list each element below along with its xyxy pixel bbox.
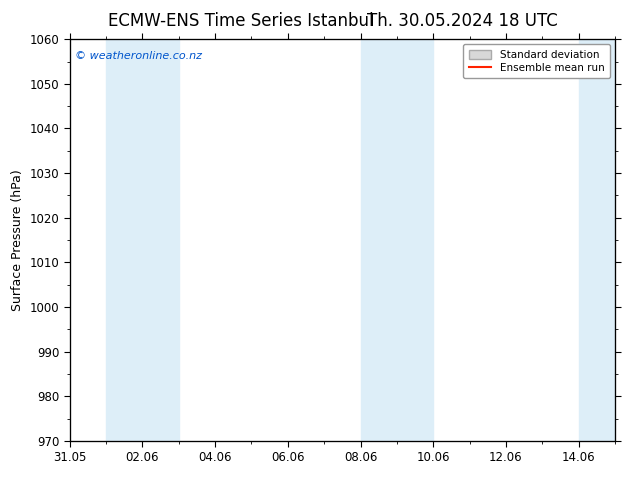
Text: ECMW-ENS Time Series Istanbul: ECMW-ENS Time Series Istanbul — [108, 12, 373, 30]
Bar — [361, 39, 433, 441]
Bar — [106, 39, 179, 441]
Legend: Standard deviation, Ensemble mean run: Standard deviation, Ensemble mean run — [463, 45, 610, 78]
Text: Th. 30.05.2024 18 UTC: Th. 30.05.2024 18 UTC — [368, 12, 558, 30]
Y-axis label: Surface Pressure (hPa): Surface Pressure (hPa) — [11, 169, 24, 311]
Bar — [579, 39, 615, 441]
Text: © weatheronline.co.nz: © weatheronline.co.nz — [75, 51, 202, 61]
